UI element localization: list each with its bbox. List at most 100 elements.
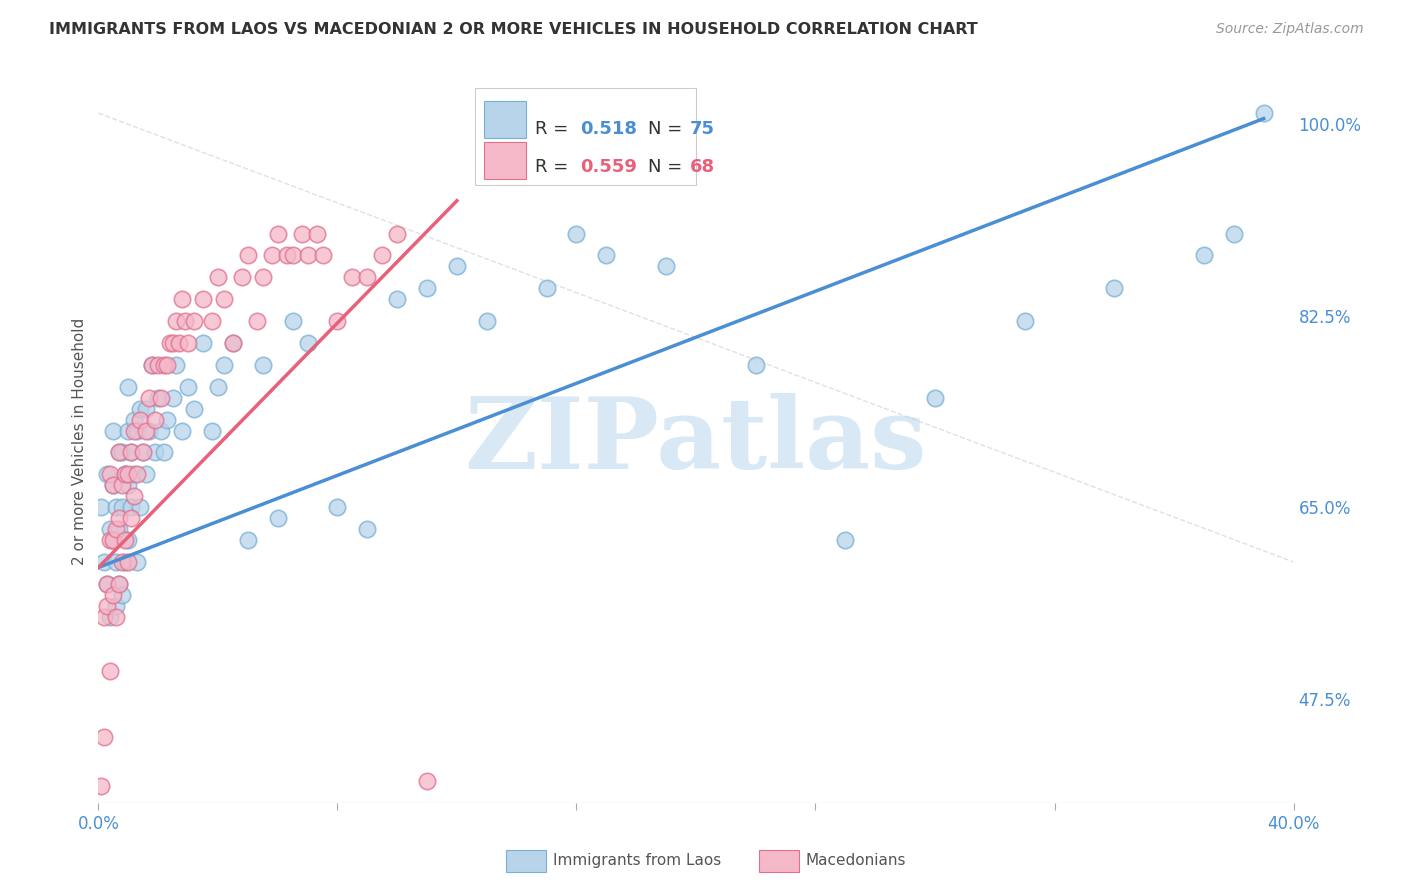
Point	[93, 555, 115, 569]
Y-axis label: 2 or more Vehicles in Household: 2 or more Vehicles in Household	[72, 318, 87, 566]
Point	[201, 314, 224, 328]
Point	[129, 401, 152, 416]
Point	[103, 533, 125, 547]
Point	[96, 577, 118, 591]
Text: ZIPatlas: ZIPatlas	[465, 393, 927, 490]
Point	[114, 467, 136, 482]
Point	[267, 227, 290, 241]
Point	[371, 248, 394, 262]
Point	[165, 358, 187, 372]
Point	[98, 609, 122, 624]
Point	[1104, 281, 1126, 295]
Point	[165, 314, 187, 328]
Point	[111, 445, 134, 459]
Text: Macedonians: Macedonians	[806, 854, 905, 868]
Text: R =: R =	[534, 158, 574, 177]
Point	[212, 358, 235, 372]
Point	[148, 358, 170, 372]
Point	[536, 281, 558, 295]
Point	[236, 248, 259, 262]
Point	[105, 599, 128, 613]
Text: N =: N =	[648, 158, 688, 177]
Point	[120, 445, 142, 459]
Point	[207, 270, 229, 285]
Point	[108, 577, 131, 591]
Point	[150, 391, 173, 405]
Point	[143, 445, 166, 459]
Point	[834, 533, 856, 547]
Point	[385, 227, 409, 241]
Point	[111, 555, 134, 569]
Point	[246, 314, 269, 328]
Point	[124, 489, 146, 503]
Point	[143, 412, 166, 426]
Point	[103, 533, 125, 547]
Point	[103, 478, 125, 492]
Point	[177, 380, 200, 394]
Point	[252, 270, 274, 285]
Point	[93, 609, 115, 624]
Point	[162, 336, 184, 351]
Point	[120, 511, 142, 525]
Point	[150, 424, 173, 438]
Point	[124, 424, 146, 438]
Point	[105, 500, 128, 515]
Point	[267, 511, 290, 525]
Text: 0.559: 0.559	[581, 158, 637, 177]
Point	[117, 533, 139, 547]
Point	[132, 445, 155, 459]
Point	[114, 533, 136, 547]
Point	[96, 577, 118, 591]
Point	[117, 555, 139, 569]
Point	[172, 424, 194, 438]
Point	[212, 292, 235, 306]
Point	[183, 314, 205, 328]
Point	[276, 248, 298, 262]
Point	[385, 292, 409, 306]
Point	[98, 467, 122, 482]
Point	[159, 336, 181, 351]
Point	[201, 424, 224, 438]
Point	[416, 773, 439, 788]
Point	[90, 500, 112, 515]
Point	[222, 336, 245, 351]
Point	[135, 467, 157, 482]
Text: 0.518: 0.518	[581, 120, 637, 138]
Point	[174, 314, 197, 328]
Point	[1223, 227, 1246, 241]
Point	[416, 281, 439, 295]
Point	[222, 336, 245, 351]
Point	[138, 424, 160, 438]
Point	[281, 314, 304, 328]
Point	[108, 445, 131, 459]
Point	[114, 467, 136, 482]
Point	[183, 401, 205, 416]
Point	[565, 227, 588, 241]
Point	[141, 358, 163, 372]
Point	[297, 336, 319, 351]
Point	[105, 522, 128, 536]
Point	[1192, 248, 1215, 262]
Point	[111, 500, 134, 515]
Point	[96, 467, 118, 482]
Point	[326, 500, 349, 515]
Point	[90, 780, 112, 794]
Point	[305, 227, 328, 241]
Point	[138, 391, 160, 405]
Point	[105, 555, 128, 569]
Point	[103, 424, 125, 438]
FancyBboxPatch shape	[475, 87, 696, 185]
Point	[231, 270, 253, 285]
Point	[148, 391, 170, 405]
Point	[281, 248, 304, 262]
Point	[120, 445, 142, 459]
Point	[124, 467, 146, 482]
Point	[135, 401, 157, 416]
Point	[124, 412, 146, 426]
Point	[291, 227, 314, 241]
Point	[114, 555, 136, 569]
FancyBboxPatch shape	[485, 142, 526, 179]
Point	[177, 336, 200, 351]
Point	[356, 270, 378, 285]
Point	[311, 248, 333, 262]
